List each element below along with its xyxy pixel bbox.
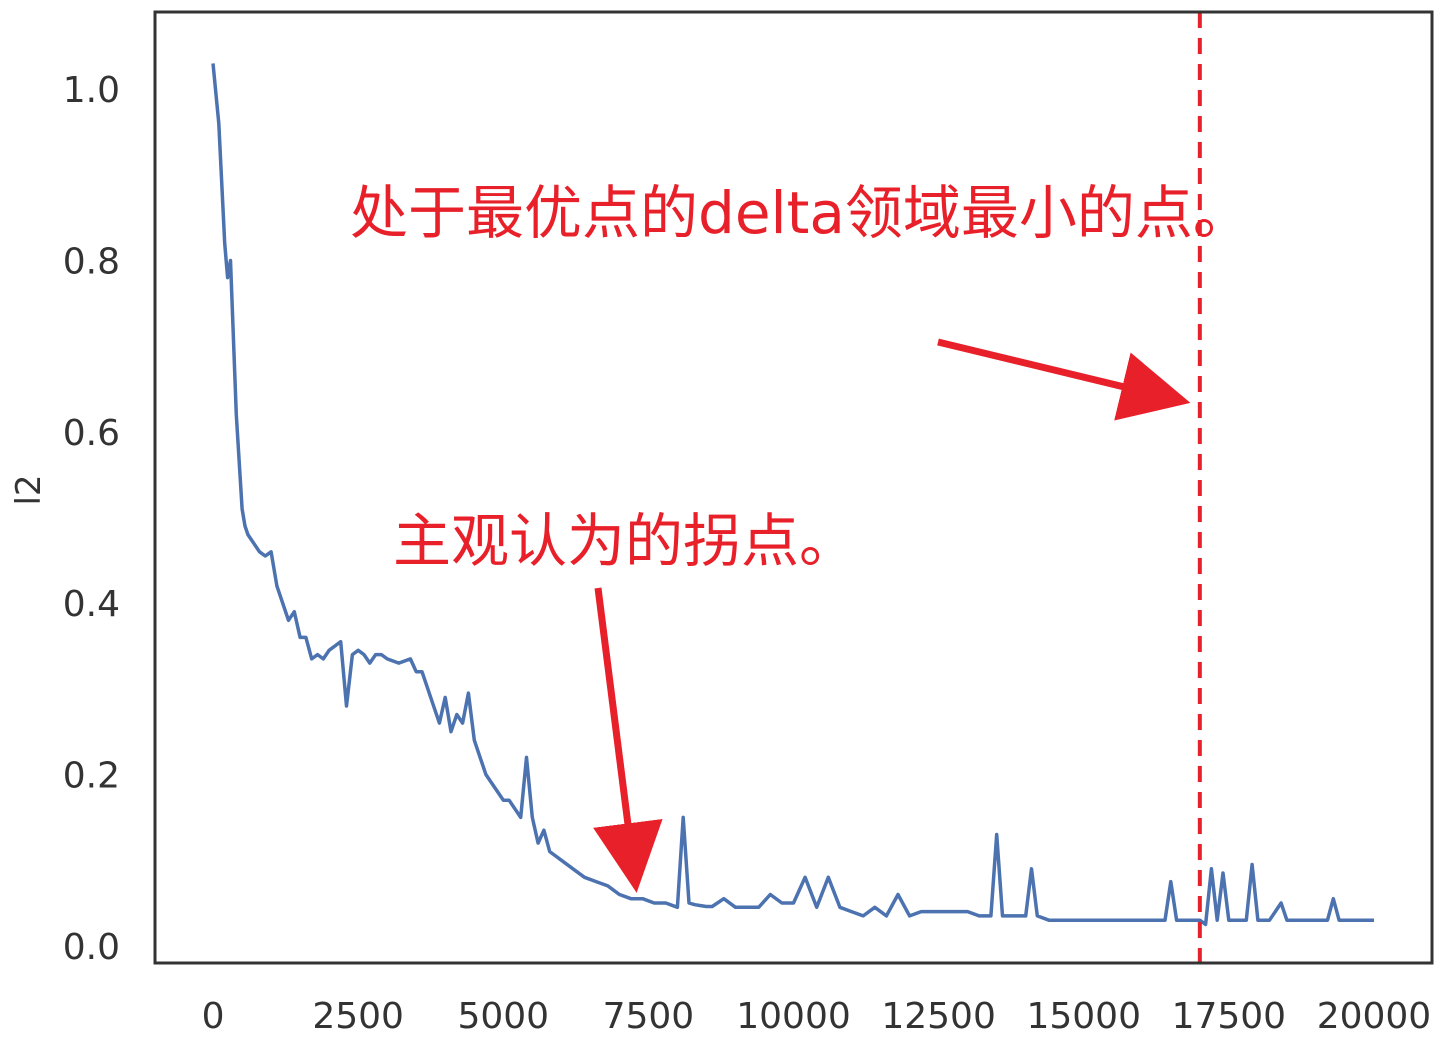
y-tick-label: 1.0 bbox=[63, 70, 120, 111]
x-tick-labels: 0 2500 5000 7500 10000 12500 15000 17500 20000 bbox=[202, 996, 1432, 1037]
x-tick-label: 5000 bbox=[457, 996, 549, 1037]
series-line bbox=[211, 63, 1374, 927]
x-tick-label: 20000 bbox=[1317, 996, 1432, 1037]
y-axis-label: l2 bbox=[9, 474, 49, 505]
x-tick-label: 15000 bbox=[1026, 996, 1141, 1037]
x-tick-label: 7500 bbox=[603, 996, 695, 1037]
annotation-knee-arrow bbox=[593, 587, 663, 893]
plot-area bbox=[155, 12, 1432, 963]
y-tick-label: 0.4 bbox=[63, 584, 120, 625]
y-tick-label: 0.6 bbox=[63, 413, 120, 454]
annotation-knee: 主观认为的拐点。 bbox=[393, 507, 857, 575]
y-tick-label: 0.8 bbox=[63, 241, 120, 282]
annotation-optimal: 处于最优点的delta领域最小的点。 bbox=[350, 179, 1251, 247]
x-tick-label: 17500 bbox=[1172, 996, 1287, 1037]
x-tick-label: 2500 bbox=[312, 996, 404, 1037]
y-tick-label: 0.2 bbox=[63, 756, 120, 797]
y-tick-label: 0.0 bbox=[63, 927, 120, 968]
plot-frame bbox=[153, 10, 1434, 965]
x-tick-label: 10000 bbox=[736, 996, 851, 1037]
x-tick-label: 0 bbox=[202, 996, 225, 1037]
annotation-optimal-arrow bbox=[937, 338, 1191, 421]
x-tick-label: 12500 bbox=[881, 996, 996, 1037]
y-tick-labels: 0.0 0.2 0.4 0.6 0.8 1.0 bbox=[63, 70, 120, 968]
